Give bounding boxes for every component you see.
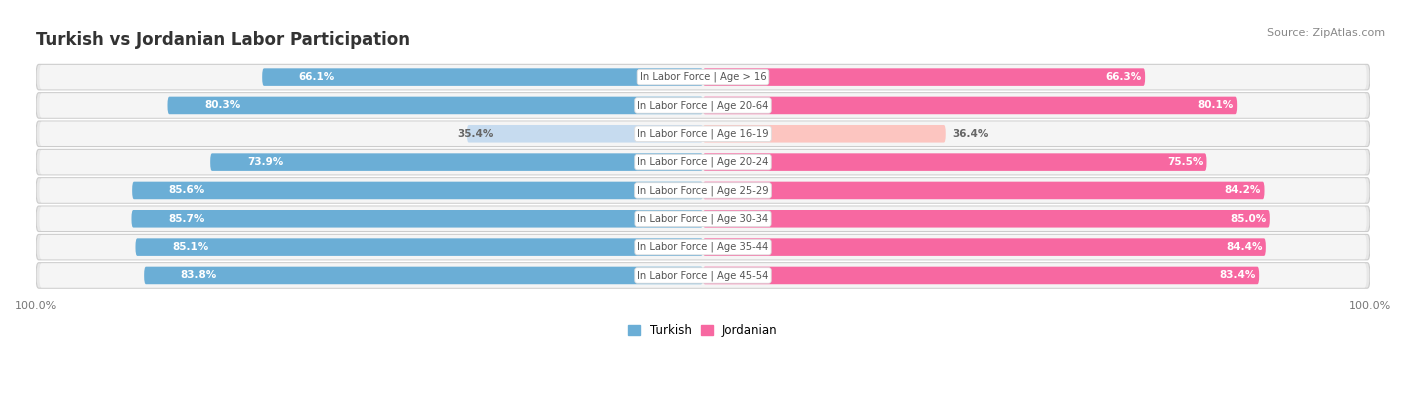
FancyBboxPatch shape xyxy=(132,182,703,199)
FancyBboxPatch shape xyxy=(467,125,703,143)
Text: 85.6%: 85.6% xyxy=(169,185,205,196)
FancyBboxPatch shape xyxy=(37,234,1369,260)
FancyBboxPatch shape xyxy=(209,153,703,171)
Text: In Labor Force | Age 20-24: In Labor Force | Age 20-24 xyxy=(637,157,769,167)
FancyBboxPatch shape xyxy=(39,263,1367,288)
Text: 84.4%: 84.4% xyxy=(1226,242,1263,252)
FancyBboxPatch shape xyxy=(37,263,1369,288)
Text: 66.3%: 66.3% xyxy=(1105,72,1142,82)
FancyBboxPatch shape xyxy=(37,206,1369,231)
FancyBboxPatch shape xyxy=(39,150,1367,174)
FancyBboxPatch shape xyxy=(37,121,1369,147)
FancyBboxPatch shape xyxy=(132,210,703,228)
FancyBboxPatch shape xyxy=(145,267,703,284)
FancyBboxPatch shape xyxy=(135,238,703,256)
FancyBboxPatch shape xyxy=(39,207,1367,231)
Text: In Labor Force | Age 16-19: In Labor Force | Age 16-19 xyxy=(637,128,769,139)
Text: 66.1%: 66.1% xyxy=(299,72,335,82)
Text: 80.3%: 80.3% xyxy=(204,100,240,111)
Text: 73.9%: 73.9% xyxy=(247,157,283,167)
Text: In Labor Force | Age 35-44: In Labor Force | Age 35-44 xyxy=(637,242,769,252)
FancyBboxPatch shape xyxy=(703,267,1260,284)
Text: 85.0%: 85.0% xyxy=(1230,214,1267,224)
FancyBboxPatch shape xyxy=(703,238,1265,256)
Text: 83.4%: 83.4% xyxy=(1219,271,1256,280)
Text: In Labor Force | Age 20-64: In Labor Force | Age 20-64 xyxy=(637,100,769,111)
Text: Turkish vs Jordanian Labor Participation: Turkish vs Jordanian Labor Participation xyxy=(37,31,411,49)
FancyBboxPatch shape xyxy=(703,210,1270,228)
Text: In Labor Force | Age 45-54: In Labor Force | Age 45-54 xyxy=(637,270,769,281)
FancyBboxPatch shape xyxy=(703,97,1237,114)
Text: In Labor Force | Age 30-34: In Labor Force | Age 30-34 xyxy=(637,214,769,224)
FancyBboxPatch shape xyxy=(37,149,1369,175)
FancyBboxPatch shape xyxy=(39,65,1367,89)
Text: 83.8%: 83.8% xyxy=(181,271,217,280)
Text: Source: ZipAtlas.com: Source: ZipAtlas.com xyxy=(1267,28,1385,38)
FancyBboxPatch shape xyxy=(262,68,703,86)
FancyBboxPatch shape xyxy=(37,93,1369,118)
FancyBboxPatch shape xyxy=(39,235,1367,259)
FancyBboxPatch shape xyxy=(39,122,1367,146)
FancyBboxPatch shape xyxy=(37,178,1369,203)
FancyBboxPatch shape xyxy=(39,93,1367,118)
FancyBboxPatch shape xyxy=(37,64,1369,90)
FancyBboxPatch shape xyxy=(39,178,1367,203)
Text: 85.1%: 85.1% xyxy=(172,242,208,252)
Text: 80.1%: 80.1% xyxy=(1198,100,1234,111)
Text: 85.7%: 85.7% xyxy=(169,214,204,224)
FancyBboxPatch shape xyxy=(703,182,1264,199)
Text: 75.5%: 75.5% xyxy=(1167,157,1204,167)
FancyBboxPatch shape xyxy=(703,153,1206,171)
FancyBboxPatch shape xyxy=(703,125,946,143)
Text: In Labor Force | Age > 16: In Labor Force | Age > 16 xyxy=(640,72,766,82)
FancyBboxPatch shape xyxy=(167,97,703,114)
Text: 84.2%: 84.2% xyxy=(1225,185,1261,196)
FancyBboxPatch shape xyxy=(703,68,1144,86)
Text: 35.4%: 35.4% xyxy=(457,129,494,139)
Text: In Labor Force | Age 25-29: In Labor Force | Age 25-29 xyxy=(637,185,769,196)
Text: 36.4%: 36.4% xyxy=(952,129,988,139)
Legend: Turkish, Jordanian: Turkish, Jordanian xyxy=(623,319,783,341)
